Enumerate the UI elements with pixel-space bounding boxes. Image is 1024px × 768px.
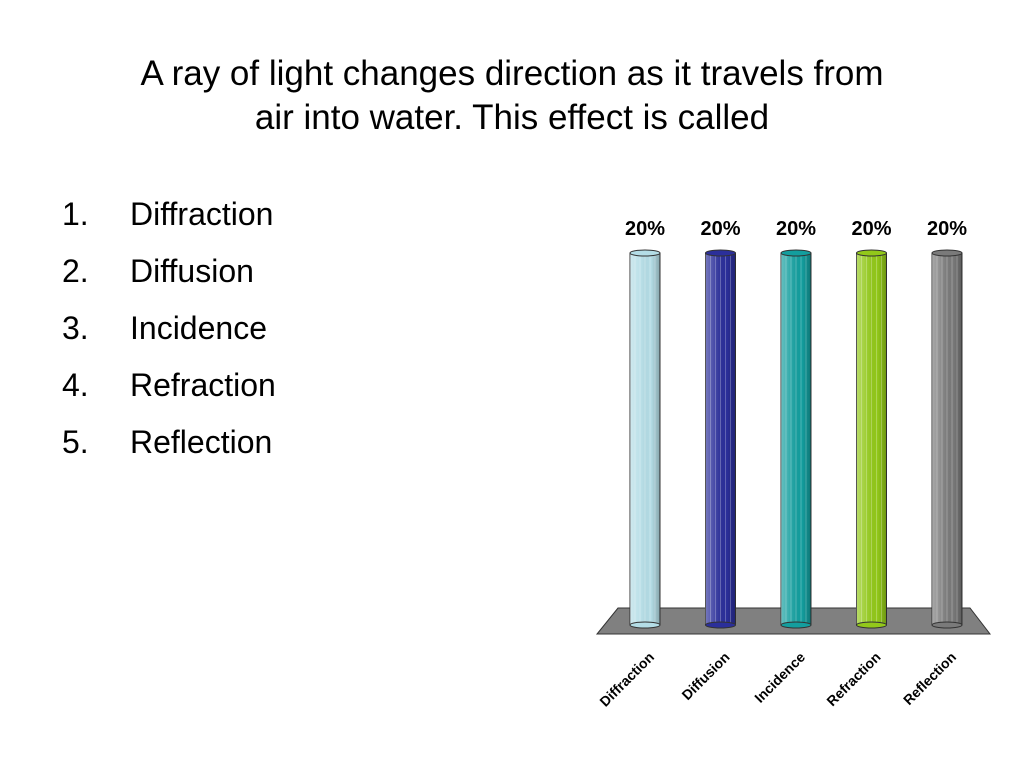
bar-diffraction xyxy=(629,249,661,629)
answer-number: 2. xyxy=(62,253,89,289)
answer-number: 4. xyxy=(62,367,89,403)
answer-label: Refraction xyxy=(130,367,276,403)
data-label-diffraction: 20% xyxy=(625,218,665,240)
question-title: A ray of light changes direction as it t… xyxy=(60,52,964,140)
bar-refraction xyxy=(856,249,887,629)
poll-bar-chart: 20% 20% 20% 20% 20% Diffraction Diffusion Inci… xyxy=(595,218,992,710)
answer-number: 1. xyxy=(62,196,89,232)
question-line-1: A ray of light changes direction as it t… xyxy=(140,54,884,93)
category-label-refraction: Refraction xyxy=(823,649,883,709)
data-label-refraction: 20% xyxy=(851,218,891,240)
category-label-diffusion: Diffusion xyxy=(678,649,732,703)
category-label-reflection: Reflection xyxy=(900,649,959,708)
bar-diffusion xyxy=(705,249,736,629)
data-label-reflection: 20% xyxy=(927,218,967,240)
data-label-diffusion: 20% xyxy=(700,218,740,240)
answer-item-4[interactable]: 4. Refraction xyxy=(62,357,276,414)
answer-item-3[interactable]: 3. Incidence xyxy=(62,300,276,357)
bar-reflection xyxy=(931,249,963,629)
data-label-incidence: 20% xyxy=(776,218,816,240)
question-line-2: air into water. This effect is called xyxy=(254,98,770,137)
answer-number: 3. xyxy=(62,310,89,346)
answer-item-5[interactable]: 5. Reflection xyxy=(62,414,276,471)
answer-item-2[interactable]: 2. Diffusion xyxy=(62,243,276,300)
bar-incidence xyxy=(780,249,812,629)
answer-label: Incidence xyxy=(130,310,267,346)
category-label-incidence: Incidence xyxy=(751,649,808,706)
category-label-diffraction: Diffraction xyxy=(596,649,657,710)
answer-item-1[interactable]: 1. Diffraction xyxy=(62,186,276,243)
bar-group xyxy=(629,249,963,629)
category-label-group: Diffraction Diffusion Incidence Refraction R… xyxy=(596,649,959,710)
answer-label: Diffusion xyxy=(130,253,254,289)
answer-label: Reflection xyxy=(130,424,273,460)
answer-list: 1. Diffraction 2. Diffusion 3. Incidence… xyxy=(62,186,276,471)
answer-label: Diffraction xyxy=(130,196,274,232)
answer-number: 5. xyxy=(62,424,89,460)
data-label-group: 20% 20% 20% 20% 20% xyxy=(625,218,967,240)
